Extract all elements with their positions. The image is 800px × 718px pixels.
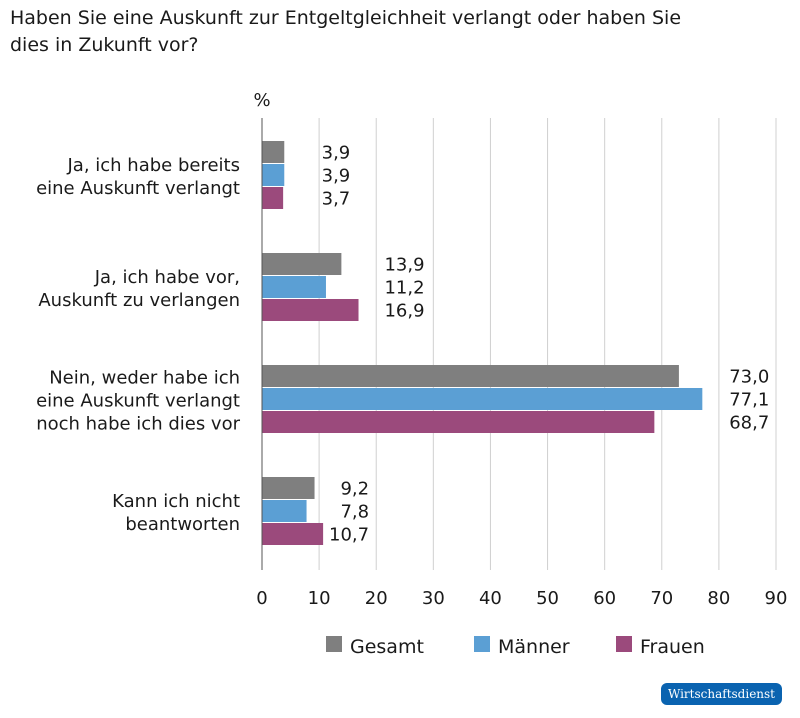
x-tick-label: 20	[365, 588, 388, 609]
category-label: Ja, ich habe bereits	[67, 155, 241, 176]
category-label: Kann ich nicht	[112, 491, 240, 512]
data-label: 9,2	[340, 479, 369, 500]
category-label: eine Auskunft verlangt	[36, 178, 240, 199]
x-tick-label: 50	[536, 588, 559, 609]
data-label: 3,9	[322, 166, 351, 187]
bar-gesamt	[262, 141, 285, 163]
data-label: 3,9	[322, 143, 351, 164]
data-label: 68,7	[729, 413, 769, 434]
legend-label: Frauen	[640, 636, 705, 658]
x-tick-label: 90	[765, 588, 788, 609]
legend-swatch-gesamt	[326, 636, 342, 652]
bar-männer	[262, 276, 326, 298]
bar-männer	[262, 500, 307, 522]
legend-swatch-frauen	[616, 636, 632, 652]
x-tick-label: 30	[422, 588, 445, 609]
bar-gesamt	[262, 477, 315, 499]
data-label: 77,1	[729, 390, 769, 411]
category-label: noch habe ich dies vor	[36, 414, 240, 435]
legend-label: Männer	[498, 636, 570, 658]
category-label: eine Auskunft verlangt	[36, 391, 240, 412]
category-label: beantworten	[125, 514, 240, 535]
data-label: 16,9	[384, 301, 424, 322]
category-label: Ja, ich habe vor,	[94, 267, 240, 288]
data-label: 73,0	[729, 367, 769, 388]
data-label: 13,9	[384, 255, 424, 276]
data-label: 3,7	[322, 189, 351, 210]
chart-title: Haben Sie eine Auskunft zur Entgeltgleic…	[10, 7, 682, 56]
legend-swatch-männer	[474, 636, 490, 652]
x-tick-label: 0	[256, 588, 267, 609]
category-label: Auskunft zu verlangen	[38, 290, 240, 311]
bar-frauen	[262, 411, 655, 433]
bar-frauen	[262, 299, 359, 321]
bar-männer	[262, 388, 703, 410]
legend-label: Gesamt	[350, 636, 424, 658]
data-label: 10,7	[329, 525, 369, 546]
bar-gesamt	[262, 365, 679, 387]
data-label: 11,2	[384, 278, 424, 299]
bar-gesamt	[262, 253, 342, 275]
wirtschaftsdienst-logo: Wirtschaftsdienst	[661, 683, 782, 705]
x-tick-label: 10	[308, 588, 331, 609]
data-label: 7,8	[340, 502, 369, 523]
bar-frauen	[262, 523, 324, 545]
unit-label: %	[253, 90, 270, 111]
category-label: Nein, weder habe ich	[49, 368, 240, 389]
x-tick-label: 70	[650, 588, 673, 609]
bar-männer	[262, 164, 285, 186]
bar-frauen	[262, 187, 284, 209]
x-tick-label: 60	[593, 588, 616, 609]
x-tick-label: 80	[707, 588, 730, 609]
x-tick-label: 40	[479, 588, 502, 609]
